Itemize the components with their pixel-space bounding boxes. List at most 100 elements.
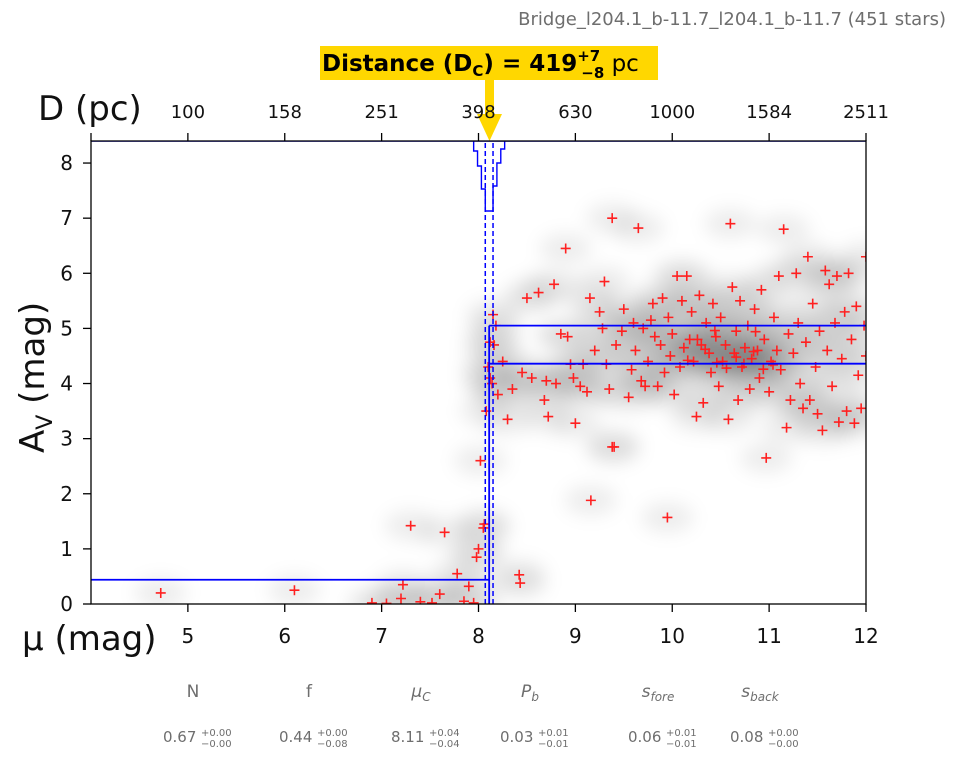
star-marker [439,527,450,538]
parameter-name: sback [741,682,779,704]
extinction-model [91,141,866,604]
star-marker [843,268,854,279]
star-marker [824,279,835,290]
star-marker [678,342,689,353]
parameter-minus: −0.00 [201,739,232,750]
star-marker [549,279,560,290]
star-marker [405,520,416,531]
star-marker [560,243,571,254]
y-tick-label: 6 [60,261,73,285]
star-marker [814,326,825,337]
y-axis-title: AV (mag) [13,302,58,453]
y-axis-title-main: A [13,430,53,453]
star-marker [672,271,683,282]
star-marker [739,342,750,353]
star-marker [841,406,852,417]
star-marker [667,328,678,339]
top-tick-label: 630 [558,102,592,123]
star-marker [526,373,537,384]
density-blob [835,393,866,424]
star-marker [458,596,469,604]
parameter-symbol: N [187,682,200,702]
star-marker [514,569,525,580]
star-marker [663,312,674,323]
star-marker [517,367,528,378]
x-tick-label: 9 [569,624,582,648]
star-marker [502,414,513,425]
star-marker [804,395,815,406]
star-marker [849,418,860,429]
distance-unit: pc [604,51,639,77]
star-marker [618,304,629,315]
distance-banner: Distance (DC) = 419+7 −8 pc [320,46,658,141]
top-tick-label: 398 [461,102,495,123]
star-marker [507,384,518,395]
star-marker [748,346,759,357]
star-marker [585,495,596,506]
star-marker [800,337,811,348]
star-marker [795,378,806,389]
y-axis-title-tail: (mag) [13,302,53,415]
star-marker [727,282,738,293]
star-marker [802,251,813,262]
distance-eq: ) = 419 [483,51,577,77]
parameter-value: 0.06 [628,728,661,746]
star-marker [746,353,757,364]
y-axis-title-sub: V [33,415,58,430]
star-marker [599,276,610,287]
star-marker [681,271,692,282]
star-marker [707,298,718,309]
star-marker [723,414,734,425]
star-marker [694,290,705,301]
star-marker [489,339,499,350]
y-tick-label: 4 [60,372,73,396]
parameter-plus: +0.04 [429,728,460,739]
parameter-symbol: s [741,682,750,702]
parameter-minus: −0.04 [429,739,460,750]
parameter-subscript: C [422,690,431,704]
star-marker [831,271,842,282]
density-layer [134,203,866,604]
star-marker [289,585,300,596]
star-marker [155,587,166,598]
x-tick-label: 8 [472,624,485,648]
star-marker [647,298,658,309]
top-tick-label: 158 [268,102,302,123]
star-marker [533,287,544,298]
star-marker [452,568,463,579]
star-marker [836,353,847,364]
star-marker [735,295,746,306]
star-marker [861,251,866,262]
parameter-subscript: b [531,690,539,704]
star-marker [781,422,792,433]
star-marker [623,392,634,403]
top-axis-title: D (pc) [38,89,142,129]
x-tick-label: 6 [278,624,291,648]
parameter-name: sfore [642,682,675,704]
star-marker [822,345,833,356]
parameter-symbol: s [642,682,651,702]
parameter-name: μC [410,682,431,704]
star-marker [366,597,377,604]
star-marker [775,364,786,375]
star-marker [584,293,595,304]
star-marker [853,370,864,381]
density-blob [447,587,500,604]
star-marker [715,312,726,323]
star-marker [521,293,532,304]
y-axis: 0 1 2 3 4 5 6 7 8 [60,151,91,616]
top-tick-label: 251 [364,102,398,123]
star-marker [497,356,508,367]
star-marker [788,348,799,359]
distance-sup: +7 [577,47,600,65]
star-marker [750,326,761,337]
star-marker [744,384,755,395]
star-marker [640,381,651,392]
star-marker [594,306,605,317]
y-tick-label: 7 [60,206,73,230]
density-blob [840,241,866,272]
star-marker [575,381,586,392]
star-marker [768,312,779,323]
star-marker [649,331,660,342]
star-marker [434,589,445,600]
